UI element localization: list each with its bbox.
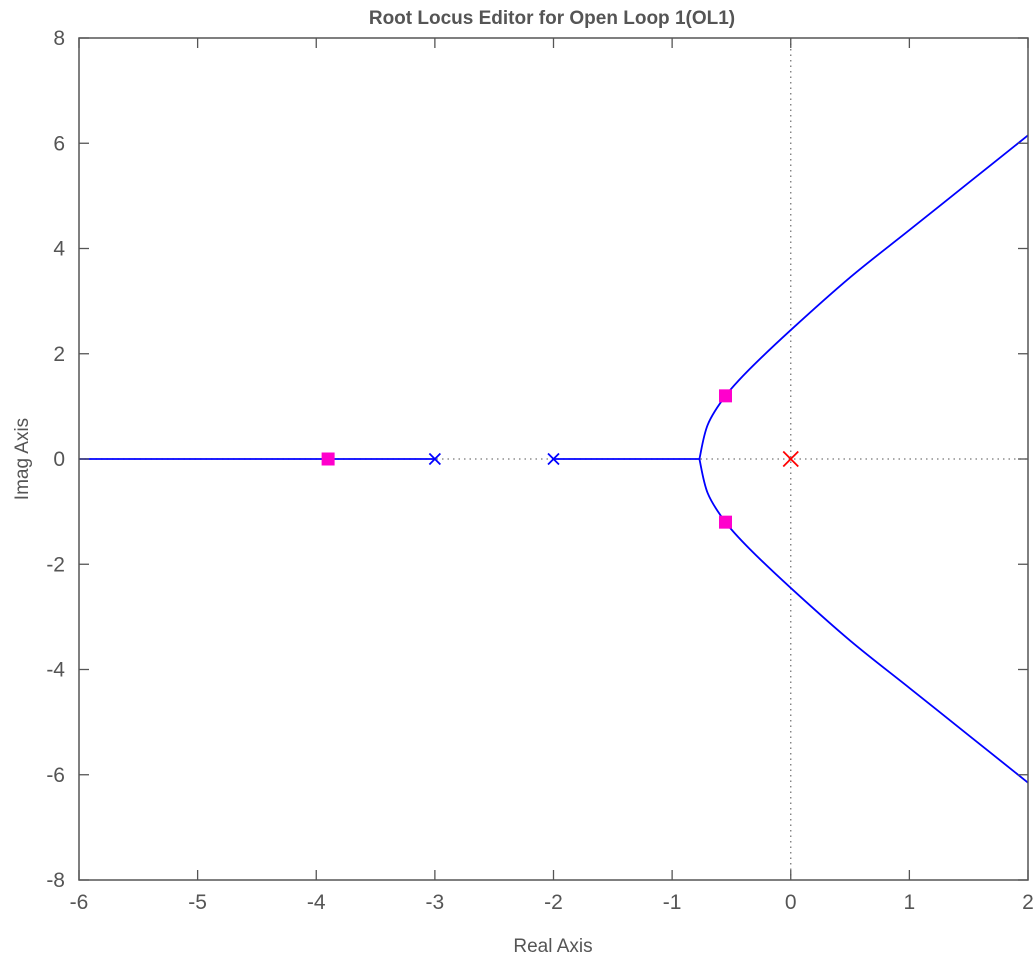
y-tick-label: 0 xyxy=(53,448,65,471)
y-tick-label: 8 xyxy=(53,27,65,50)
x-tick-label: -5 xyxy=(188,891,207,914)
pole-markers[interactable] xyxy=(321,389,799,529)
x-tick-label: -6 xyxy=(70,891,89,914)
y-axis-title: Imag Axis xyxy=(12,418,33,500)
open-loop-pole-2[interactable] xyxy=(547,452,560,466)
x-tick-label: -3 xyxy=(426,891,445,914)
closed-loop-pole-1[interactable] xyxy=(321,452,335,466)
y-tick-label: -6 xyxy=(46,764,65,787)
y-tick-label: -4 xyxy=(46,659,65,682)
chart-title: Root Locus Editor for Open Loop 1(OL1) xyxy=(369,8,735,29)
x-tick-label: 0 xyxy=(785,891,797,914)
locus-branch-3 xyxy=(698,134,1029,460)
x-axis-title: Real Axis xyxy=(513,936,592,957)
open-loop-pole-1[interactable] xyxy=(428,452,442,466)
locus-branch-4 xyxy=(698,458,1029,784)
y-tick-label: 6 xyxy=(53,132,65,155)
x-tick-label: -2 xyxy=(544,891,563,914)
y-tick-label: -8 xyxy=(46,869,65,892)
x-tick-label: 2 xyxy=(1022,891,1033,914)
closed-loop-pole-2[interactable] xyxy=(719,389,733,403)
y-tick-label: 2 xyxy=(53,343,65,366)
y-tick-label: 4 xyxy=(53,238,65,261)
x-tick-label: 1 xyxy=(904,891,916,914)
x-tick-label: -4 xyxy=(307,891,326,914)
y-tick-label: -2 xyxy=(46,553,65,576)
x-tick-label: -1 xyxy=(663,891,682,914)
selected-pole[interactable] xyxy=(782,450,799,468)
locus-branches xyxy=(79,134,1029,784)
closed-loop-pole-3[interactable] xyxy=(719,515,733,529)
